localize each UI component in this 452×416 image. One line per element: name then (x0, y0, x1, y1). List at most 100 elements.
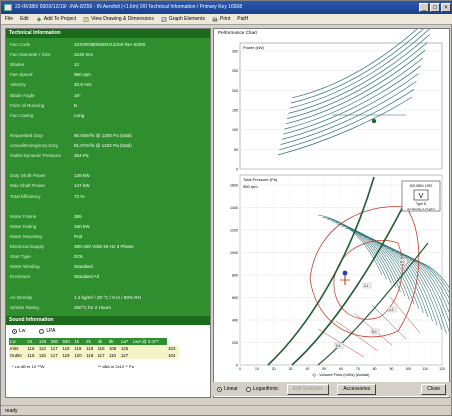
menu-path-label: PatH (237, 16, 249, 22)
radio-lpa[interactable]: LPA (39, 328, 56, 334)
sound-cell: 117 (96, 352, 108, 359)
power-curve (277, 96, 413, 156)
sound-header-cell: 250 (49, 338, 62, 345)
system-curve (267, 176, 375, 366)
menu-print[interactable]: Print (212, 16, 230, 22)
app-icon (4, 4, 12, 11)
tech-info-row: Motor Winding Standard (10, 263, 208, 270)
curve-tag-label: 4.2 (389, 308, 394, 312)
pressure-tick-label: 1000 (230, 251, 238, 255)
tech-info-label: Fan Speed (10, 72, 33, 78)
tech-info-row: Velocity 20.6 m/s (10, 81, 208, 88)
menu-file[interactable]: File (5, 16, 13, 22)
menu-graph-elements[interactable]: Graph Elements (161, 16, 205, 22)
close-button[interactable]: Close (421, 383, 446, 395)
pressure-tick-label: 200 (232, 341, 238, 345)
tech-info-label: Duty Shaft Power (10, 173, 46, 179)
menu-bar: File Edit Add To Project View Drawing & … (1, 14, 452, 25)
menu-edit-label: Edit (20, 16, 29, 22)
flow-tick-label: 120 (439, 367, 445, 371)
power-curve (290, 29, 424, 104)
tech-info-value: Long (74, 112, 85, 118)
sound-cell: 119 (61, 352, 74, 359)
tech-info-label: Fan Casing (10, 112, 34, 118)
sound-row-label: Inlet (9, 345, 27, 352)
sound-cell (131, 345, 168, 352)
menu-path[interactable]: PatH (237, 16, 248, 22)
tech-info-row: Fan Diameter / Size 2240 mm (10, 51, 208, 58)
curve-tag-label: 4.1 (364, 284, 369, 288)
tech-info-label: Actual/Emergency Duty (10, 143, 58, 148)
power-curve (283, 65, 422, 135)
chart-options-bar: Linear Logarithmic Edit Selection Access… (213, 382, 450, 396)
tech-info-label: Electrical Supply (10, 244, 44, 249)
tech-info-value: Standard All (74, 274, 99, 280)
pressure-curve (359, 234, 424, 313)
power-tick-label: 150 (232, 109, 238, 113)
tech-info-row: Total Efficiency 72 % (10, 193, 208, 200)
close-icon[interactable]: × (441, 3, 451, 12)
tech-info-label: Requested Duty (10, 132, 43, 138)
tech-info-label: Enclosure (10, 274, 31, 280)
tech-info-row (10, 122, 208, 129)
sound-cell: 117 (49, 345, 62, 352)
pressure-tick-label: 1200 (230, 229, 238, 233)
pressure-tick-label: 800 (232, 274, 238, 278)
tech-info-row: Air Density 1.2 kg/m³ / 20 °C / 0 m / 50%… (10, 294, 208, 301)
menu-add-to-project[interactable]: Add To Project (36, 16, 76, 22)
menu-view-drawing[interactable]: View Drawing & Dimensions (83, 16, 154, 22)
pressure-curve (373, 241, 438, 326)
accessories-button[interactable]: Accessories (337, 383, 377, 395)
power-curve (284, 57, 424, 130)
sound-cell: 119 (73, 345, 86, 352)
envelope-line (389, 296, 421, 334)
tech-info-row: Enclosure Standard All (10, 273, 208, 280)
sound-cell: 120 (73, 352, 86, 359)
menu-edit[interactable]: Edit (20, 16, 29, 22)
radio-lw[interactable]: Lw (12, 328, 25, 334)
power-curve (292, 29, 418, 99)
flow-tick-label: 30 (289, 367, 293, 371)
flow-tick-label: 40 (305, 367, 309, 371)
radio-linear-dot (217, 386, 222, 392)
curve-tag-box (370, 328, 380, 335)
sound-header-cell: 8k (107, 338, 120, 345)
tech-info-value: 250°C for 2 Hours (74, 304, 111, 310)
flow-axis-label: Q - Volume Flow (m3/s) (Actual) (313, 372, 371, 377)
radio-linear[interactable]: Linear (217, 386, 238, 392)
tech-info-label: Blades (10, 62, 25, 68)
status-bar: ready (1, 405, 452, 416)
sound-cell: 115 (37, 352, 50, 359)
tech-info-row: Fan Speed 960 rpm (10, 71, 208, 78)
system-curve (317, 242, 429, 366)
flow-tick-label: 80 (373, 367, 377, 371)
sound-header-cell: 125 (37, 338, 50, 345)
power-duty-point (371, 118, 377, 124)
envelope-line (371, 304, 407, 340)
tech-info-label: Form of Running (10, 102, 45, 108)
tech-info-row: Duty Shaft Power 139 kW (10, 172, 208, 179)
minimize-icon[interactable]: _ (419, 3, 429, 12)
tech-info-row: Blades 12 (10, 61, 208, 68)
tech-info-value: 355 (74, 213, 82, 219)
radio-logarithmic[interactable]: Logarithmic (245, 386, 279, 392)
tech-info-value: 22X/IR/380/500X/12/19/-/NA-0/250 (74, 42, 146, 47)
power-curve (279, 88, 415, 151)
edit-selection-button[interactable]: Edit Selection (286, 383, 330, 395)
tech-info-value: 20.6 m/s (74, 82, 92, 88)
sound-header-cell: 1k (73, 338, 86, 345)
tech-info-label: Fan Diameter / Size (10, 52, 51, 58)
sound-header-cell: LwA @ 3 m** (131, 338, 168, 345)
maximize-icon[interactable]: □ (430, 3, 440, 12)
pressure-curve (396, 252, 449, 313)
graph-icon (161, 16, 167, 22)
flow-tick-label: 50 (322, 367, 326, 371)
envelope-line (335, 320, 379, 352)
tech-info-value: B (74, 102, 78, 108)
tech-info-value: 2240 mm (74, 52, 94, 58)
pressure-curve (340, 225, 406, 297)
tech-info-label: Smoke Rating (10, 304, 39, 310)
power-tick-label: 50 (234, 148, 238, 152)
